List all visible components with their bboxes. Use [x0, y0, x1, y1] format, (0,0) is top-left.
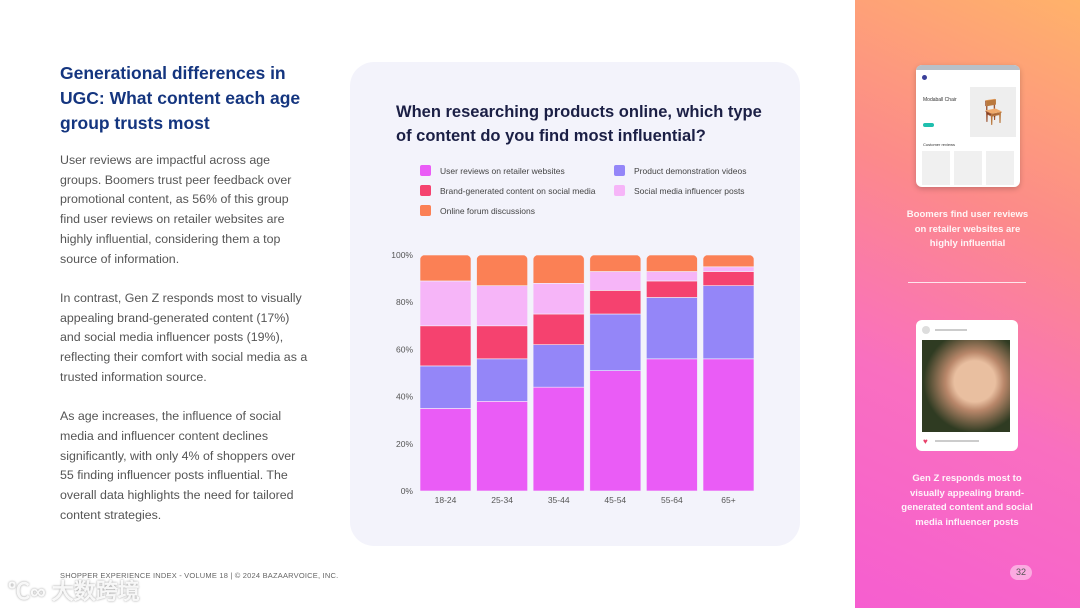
x-tick-label: 25-34 [491, 495, 513, 505]
product-page-mockup: Modaball Chair 🪑 Customer reviews [916, 65, 1020, 187]
page-number: 32 [1010, 565, 1032, 580]
bar-segment [420, 255, 471, 282]
bar-segment [476, 285, 528, 327]
x-tick-label: 65+ [721, 495, 735, 505]
legend-item: User reviews on retailer websites [420, 165, 565, 176]
bar-segment [476, 401, 528, 492]
influencer-photo [922, 340, 1010, 432]
divider [908, 282, 1026, 283]
caption-boomers: Boomers find user reviews on retailer we… [906, 209, 1029, 250]
bar-segment [703, 266, 754, 272]
legend-swatch [420, 185, 431, 196]
bar-segment [533, 255, 585, 284]
right-panel: Modaball Chair 🪑 Customer reviews Boomer… [855, 0, 1080, 608]
legend-label: Social media influencer posts [634, 185, 745, 196]
legend-label: User reviews on retailer websites [440, 165, 565, 176]
legend-swatch [420, 165, 431, 176]
bar-segment [589, 271, 641, 291]
bar-segment [476, 325, 528, 360]
bar-segment [533, 344, 585, 388]
paragraph: In contrast, Gen Z responds most to visu… [60, 290, 308, 384]
watermark-logo: ℃∞ 大数跨境 [8, 579, 140, 604]
bar-segment [703, 255, 754, 268]
caption-genz: Gen Z responds most to visually appealin… [901, 473, 1033, 528]
bar-segment [476, 358, 528, 402]
paragraph: User reviews are impactful across age gr… [60, 153, 292, 266]
paragraph: As age increases, the influence of socia… [60, 409, 296, 522]
mock-reviews-heading: Customer reviews [923, 142, 956, 147]
body-text: User reviews are impactful across age gr… [60, 151, 310, 545]
footer-text: SHOPPER EXPERIENCE INDEX - VOLUME 18 | ©… [60, 571, 339, 580]
legend-swatch [614, 185, 625, 196]
legend-item: Online forum discussions [420, 205, 535, 216]
legend-label: Brand-generated content on social media [440, 185, 596, 196]
x-tick-label: 55-64 [661, 495, 683, 505]
page-heading: Generational differences in UGC: What co… [60, 63, 301, 133]
bar-segment [533, 386, 585, 492]
legend-item: Product demonstration videos [614, 165, 746, 176]
bar-segment [420, 325, 471, 367]
bar-segment [646, 358, 698, 492]
bar-segment [703, 271, 754, 286]
legend-item: Brand-generated content on social media [420, 185, 595, 196]
bar-segment [533, 283, 585, 315]
bar-segment [420, 365, 471, 409]
chair-image: 🪑 [970, 87, 1016, 137]
legend-item: Social media influencer posts [614, 185, 745, 196]
social-post-mockup: ♥ [916, 320, 1018, 451]
y-tick-label: 80% [396, 297, 413, 307]
legend-swatch [614, 165, 625, 176]
chart-title: When researching products online, which … [396, 103, 762, 145]
bar-segment [420, 280, 471, 327]
bar-segment [646, 280, 698, 298]
legend-label: Product demonstration videos [634, 165, 747, 176]
y-tick-label: 40% [396, 392, 413, 402]
bar-segment [533, 313, 585, 345]
heart-icon: ♥ [923, 437, 928, 446]
mock-product-title: Modaball Chair [923, 97, 957, 103]
y-tick-label: 0% [401, 486, 414, 496]
y-tick-label: 100% [391, 250, 413, 260]
x-tick-label: 45-54 [604, 495, 626, 505]
y-tick-label: 60% [396, 344, 413, 354]
bar-segment [476, 255, 528, 286]
bar-segment [589, 255, 641, 272]
legend-swatch [420, 205, 431, 216]
bar-segment [589, 313, 641, 371]
x-tick-label: 35-44 [548, 495, 570, 505]
legend-label: Online forum discussions [440, 205, 535, 216]
bar-segment [646, 271, 698, 282]
x-tick-label: 18-24 [435, 495, 457, 505]
bar-segment [646, 297, 698, 360]
y-tick-label: 20% [396, 439, 413, 449]
bar-segment [703, 285, 754, 360]
bar-segment [589, 370, 641, 492]
chart-card: When researching products online, which … [350, 62, 800, 546]
bar-segment [646, 255, 698, 272]
bar-segment [420, 408, 471, 492]
bar-segment [589, 290, 641, 315]
bar-segment [703, 358, 754, 492]
stacked-bar-chart: 0% 20% 40% 60% 80% 100% 18-24 25-34 35-44 45-54 55… [391, 250, 754, 505]
